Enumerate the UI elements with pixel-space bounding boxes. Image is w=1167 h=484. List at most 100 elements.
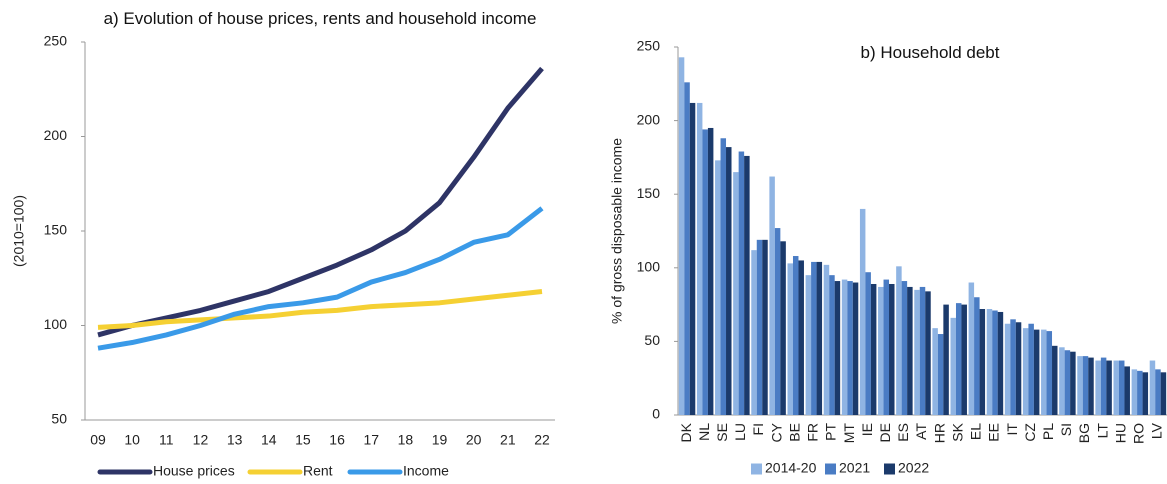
bar [914,289,920,415]
y-axis-label: (2010=100) [11,195,27,267]
bar [955,303,962,415]
y-tick-label: 100 [44,316,68,332]
bar [997,311,1004,415]
y-tick-label: 250 [637,38,661,54]
bar [769,176,775,415]
x-tick-label: 21 [500,432,516,448]
legend-swatch [884,463,895,475]
bar [774,228,781,415]
bar [726,147,732,415]
y-tick-label: 200 [44,127,68,143]
x-tick-label: FI [750,423,766,435]
bar [798,260,804,415]
y-tick-label: 200 [637,111,661,127]
bar [1137,370,1143,415]
bar [1113,360,1119,415]
bar [684,82,690,415]
x-tick-label: MT [841,423,857,444]
bar [1088,357,1094,415]
x-tick-label: RO [1131,423,1147,444]
x-tick-label: 19 [432,432,448,448]
x-tick-label: 09 [90,432,106,448]
bar [696,102,703,415]
bar [901,281,908,415]
x-tick-label: 20 [466,432,482,448]
x-tick-label: PL [1040,423,1056,440]
bar [823,264,830,415]
bar [1124,366,1130,415]
x-tick-label: 13 [227,432,243,448]
bar [986,309,993,415]
bar [979,309,986,415]
x-tick-label: EE [986,423,1002,442]
bar [1046,331,1053,415]
bar [1033,329,1040,415]
bar [1149,360,1156,415]
bar [829,275,835,415]
bar [1155,369,1161,415]
x-tick-label: FR [805,423,821,442]
x-tick-label: 16 [329,432,345,448]
x-tick-label: HU [1112,423,1128,443]
legend-swatch [825,463,836,475]
legend-label: 2021 [839,460,870,476]
bar [1077,356,1083,415]
bar [1070,351,1076,415]
x-tick-label: BG [1076,423,1092,443]
x-tick-label: ES [895,423,911,442]
line [97,206,544,351]
bar [707,127,714,416]
x-tick-label: LV [1149,422,1165,439]
bar [841,279,848,415]
bar [733,172,739,415]
bar [992,310,998,415]
bar [1131,369,1138,415]
bar [950,317,956,415]
bar [1118,360,1125,415]
x-tick-label: AT [913,423,929,440]
y-tick-label: 100 [637,259,661,275]
x-tick-label: DK [678,422,694,442]
x-tick-label: LU [732,423,748,441]
bar [792,256,799,415]
bar [787,263,793,415]
chart-title: b) Household debt [860,43,1000,62]
bar [780,241,786,415]
bar [762,239,768,415]
bar [678,57,685,415]
bar [1041,329,1047,415]
x-tick-label: 11 [159,432,174,448]
bar [811,261,817,415]
bar [720,138,727,415]
x-tick-label: BE [786,423,802,442]
bar [865,272,871,415]
bar [847,281,853,415]
y-tick-label: 250 [44,33,68,49]
bar [744,155,750,416]
chart-title: a) Evolution of house prices, rents and … [103,9,537,28]
bar [974,297,980,415]
bar [889,283,895,415]
bar [937,334,944,415]
bar [1142,372,1149,415]
x-tick-label: IT [1004,423,1020,436]
bar [1010,319,1016,415]
x-tick-label: SI [1058,423,1074,436]
x-tick-label: LT [1094,423,1110,439]
x-tick-label: 10 [124,432,140,448]
x-tick-label: NL [696,423,712,441]
bar [738,151,745,415]
x-tick-label: 17 [363,432,379,448]
x-tick-label: SE [714,423,730,442]
bar [1095,360,1101,415]
x-tick-label: DE [877,423,893,442]
bar [859,208,866,415]
bar [805,275,812,415]
bar [1028,323,1034,415]
legend-label: House prices [153,463,235,479]
bar [1106,360,1112,415]
bar [961,304,967,415]
bar [870,283,877,415]
y-tick-label: 50 [51,411,67,427]
